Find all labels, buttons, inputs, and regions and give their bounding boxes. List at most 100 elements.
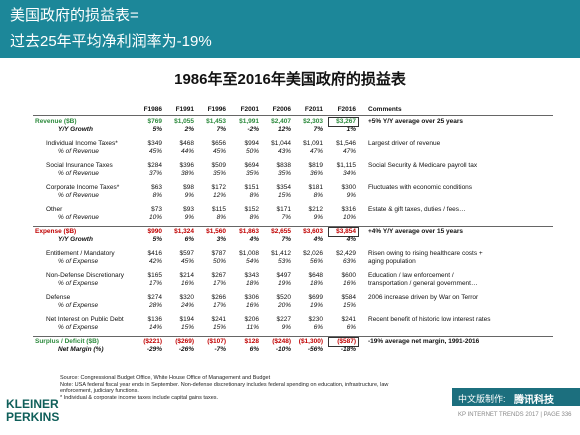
rule — [33, 115, 553, 116]
cell-value: 18% — [245, 280, 259, 287]
row-label: Revenue ($B) — [35, 118, 77, 125]
table-title: 1986年至2016年美国政府的损益表 — [174, 71, 406, 88]
cell-value: 45% — [148, 148, 162, 155]
cell-value: $171 — [276, 206, 291, 213]
cell-value: $1,008 — [239, 250, 259, 257]
row-label: % of Revenue — [58, 148, 99, 155]
rule — [33, 226, 553, 227]
cell-value: $136 — [147, 316, 162, 323]
cell-value: $468 — [179, 140, 194, 147]
cell-value: $1,991 — [239, 118, 259, 125]
footnote: * Individual & corporate income taxes in… — [60, 394, 219, 401]
cell-value: 6% — [313, 324, 323, 331]
cell-value: 12% — [277, 126, 291, 133]
cell-value: $1,055 — [174, 118, 194, 125]
cell-value: 5% — [152, 236, 162, 243]
cell-value: $206 — [244, 316, 259, 323]
cell-value: 9% — [281, 324, 291, 331]
row-label: Non-Defense Discretionary — [46, 272, 125, 279]
row-label: % of Expense — [58, 302, 99, 309]
cell-value: $128 — [244, 338, 259, 345]
cell-value: 6% — [249, 346, 259, 353]
column-header: Comments — [368, 106, 402, 113]
cell-value: $214 — [179, 272, 194, 279]
row-label: Corporate Income Taxes* — [46, 184, 120, 191]
cell-value: 6% — [346, 324, 356, 331]
cell-value: $300 — [341, 184, 356, 191]
cell-value: $819 — [308, 162, 323, 169]
cell-value: 53% — [277, 258, 291, 265]
cell-value: 35% — [212, 170, 226, 177]
row-comment: Fluctuates with economic conditions — [368, 184, 473, 191]
cell-value: $584 — [341, 294, 356, 301]
cell-value: 15% — [342, 302, 356, 309]
cell-value: 19% — [309, 302, 323, 309]
column-header: F1991 — [175, 106, 194, 113]
cell-value: 50% — [212, 258, 226, 265]
cell-value: 9% — [184, 214, 194, 221]
row-label: Surplus / Deficit ($B) — [35, 338, 99, 345]
cell-value: 16% — [245, 302, 259, 309]
row-label: Social Insurance Taxes — [46, 162, 113, 169]
highlight-box — [328, 117, 359, 127]
cell-value: $2,026 — [303, 250, 323, 257]
credit-band — [452, 388, 580, 406]
cell-value: ($587) — [337, 338, 356, 345]
cell-value: $990 — [147, 228, 162, 235]
row-label: % of Expense — [58, 258, 99, 265]
cell-value: 4% — [249, 236, 259, 243]
column-header: F1996 — [207, 106, 226, 113]
cell-value: $769 — [147, 118, 162, 125]
cell-value: $600 — [341, 272, 356, 279]
cell-value: $241 — [211, 316, 226, 323]
row-label: Defense — [46, 294, 71, 301]
cell-value: 5% — [152, 126, 162, 133]
row-label: Net Margin (%) — [58, 346, 104, 353]
column-header: F2006 — [272, 106, 291, 113]
logo: PERKINS — [6, 410, 60, 424]
cell-value: $349 — [147, 140, 162, 147]
header-title: 美国政府的损益表= — [10, 7, 139, 24]
cell-value: 38% — [180, 170, 194, 177]
cell-value: 34% — [342, 170, 356, 177]
cell-value: 8% — [249, 214, 259, 221]
header-title: 过去25年平均净利润率为-19% — [10, 33, 212, 50]
cell-value: $172 — [211, 184, 226, 191]
row-label: Y/Y Growth — [58, 126, 93, 133]
cell-value: 35% — [277, 170, 291, 177]
cell-value: 45% — [180, 258, 194, 265]
cell-value: $98 — [183, 184, 194, 191]
cell-value: $343 — [244, 272, 259, 279]
cell-value: $994 — [244, 140, 259, 147]
cell-value: $509 — [211, 162, 226, 169]
cell-value: $1,044 — [271, 140, 291, 147]
cell-value: $597 — [179, 250, 194, 257]
cell-value: $152 — [244, 206, 259, 213]
footnote: enforcement, judiciary functions. — [60, 388, 139, 394]
cell-value: 9% — [346, 192, 356, 199]
rule — [33, 336, 553, 337]
cell-value: 6% — [184, 236, 194, 243]
cell-value: $93 — [183, 206, 194, 213]
footnote: Source: Congressional Budget Office, Whi… — [60, 375, 271, 381]
cell-value: 36% — [309, 170, 323, 177]
cell-value: ($221) — [143, 338, 162, 345]
cell-value: 10% — [148, 214, 162, 221]
row-label: Individual Income Taxes* — [46, 140, 118, 147]
cell-value: 43% — [277, 148, 291, 155]
cell-value: 8% — [249, 192, 259, 199]
cell-value: 20% — [277, 302, 291, 309]
cell-value: 1% — [346, 126, 356, 133]
cell-value: $181 — [308, 184, 323, 191]
credit-brand: 腾讯科技 — [514, 395, 554, 406]
row-comment: Social Security & Medicare payroll tax — [368, 162, 478, 169]
cell-value: $656 — [211, 140, 226, 147]
highlight-box — [328, 337, 359, 347]
cell-value: 18% — [309, 280, 323, 287]
cell-value: 42% — [148, 258, 162, 265]
cell-value: 19% — [277, 280, 291, 287]
cell-value: $3,854 — [336, 228, 356, 235]
cell-value: $1,091 — [303, 140, 323, 147]
cell-value: ($1,300) — [298, 338, 323, 345]
cell-value: $1,546 — [336, 140, 356, 147]
